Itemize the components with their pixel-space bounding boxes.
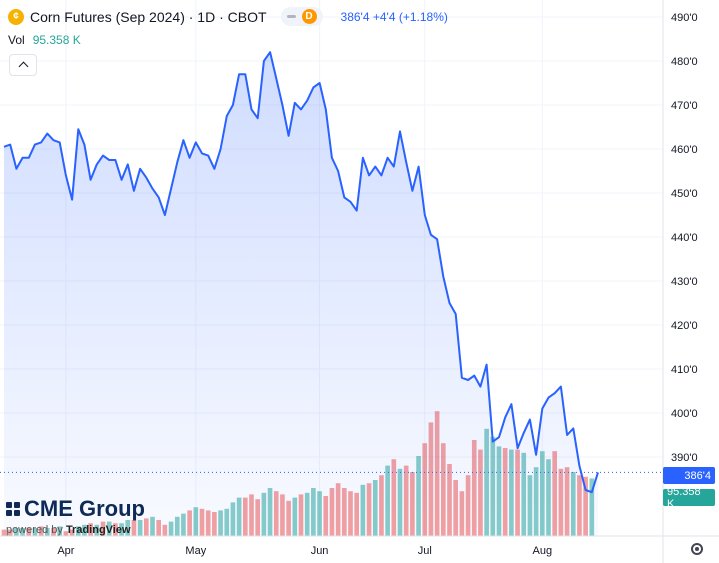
price-change: +4'4 (+1.18%) <box>372 9 448 24</box>
last-price-readout: 386'4 +4'4 (+1.18%) <box>341 10 448 24</box>
chart-header: ¢ Corn Futures (Sep 2024) · 1D · CBOT D … <box>8 7 448 26</box>
interval-pill[interactable]: D <box>280 7 323 26</box>
volume-value: 95.358 K <box>32 33 81 47</box>
price-line <box>3 51 599 494</box>
x-tick-label: Jul <box>418 545 432 557</box>
chevron-up-icon <box>18 61 28 72</box>
symbol-title[interactable]: Corn Futures (Sep 2024) · 1D · CBOT <box>30 8 267 25</box>
y-tick-label: 440'0 <box>671 232 698 244</box>
minus-icon <box>286 15 296 18</box>
logo-brand: CME Group <box>24 496 145 521</box>
x-tick-label: May <box>185 545 206 557</box>
y-tick-label: 470'0 <box>671 100 698 112</box>
cme-logo-icon <box>6 502 20 516</box>
settings-gear-icon[interactable] <box>691 543 703 555</box>
cme-group-logo[interactable]: CME Group powered by TradingView <box>6 496 145 536</box>
last-price-badge: 386'4 <box>663 467 715 484</box>
x-tick-label: Jun <box>311 545 329 557</box>
y-tick-label: 480'0 <box>671 56 698 68</box>
volume-legend: Vol 95.358 K <box>8 33 81 47</box>
volume-label: Vol <box>8 33 25 47</box>
x-tick-label: Apr <box>57 545 74 557</box>
x-tick-label: Aug <box>533 545 553 557</box>
volume-badge: 95.358 K <box>663 486 715 510</box>
y-tick-label: 460'0 <box>671 144 698 156</box>
powered-by: powered by TradingView <box>6 524 145 536</box>
price-area-fill <box>4 52 598 536</box>
y-tick-label: 400'0 <box>671 408 698 420</box>
y-tick-label: 450'0 <box>671 188 698 200</box>
interval-badge: D <box>301 9 317 24</box>
powered-brand: TradingView <box>65 524 131 536</box>
y-tick-label: 430'0 <box>671 276 698 288</box>
y-tick-label: 420'0 <box>671 320 698 332</box>
last-price: 386'4 <box>340 9 370 24</box>
y-tick-label: 490'0 <box>671 12 698 24</box>
powered-prefix: powered by <box>6 524 63 536</box>
coin-icon: ¢ <box>8 8 24 25</box>
y-tick-label: 390'0 <box>671 452 698 464</box>
collapse-legend-button[interactable] <box>9 54 37 76</box>
y-tick-label: 410'0 <box>671 364 698 376</box>
